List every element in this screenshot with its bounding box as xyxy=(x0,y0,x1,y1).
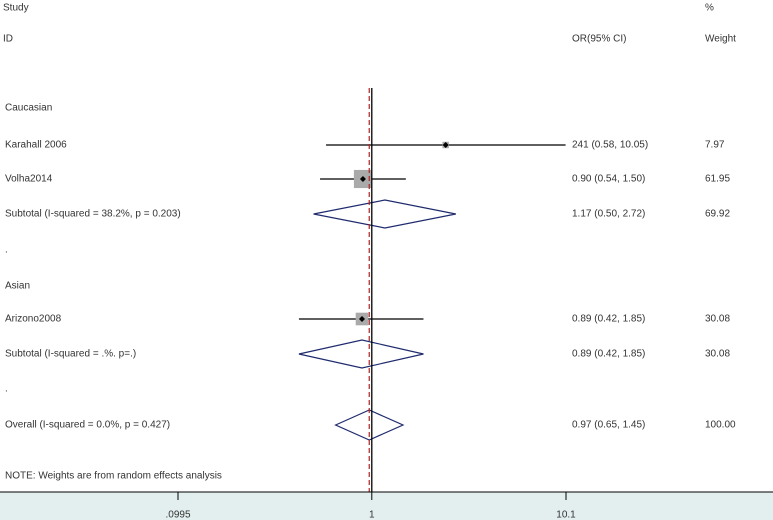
row-label: Asian xyxy=(5,281,30,292)
header-weight: Weight xyxy=(705,34,736,45)
row-label: Subtotal (I-squared = .%. p=.) xyxy=(5,349,136,360)
header-id: ID xyxy=(3,34,13,45)
or-ci: 241 (0.58, 10.05) xyxy=(572,140,648,151)
point xyxy=(359,176,366,182)
row-label: Karahall 2006 xyxy=(5,140,67,151)
point xyxy=(359,316,366,322)
note: NOTE: Weights are from random effects an… xyxy=(5,471,222,482)
or-ci: 0.89 (0.42, 1.85) xyxy=(572,314,645,325)
x-tick-label: 1 xyxy=(369,510,375,520)
or-ci: 1.17 (0.50, 2.72) xyxy=(572,209,645,220)
row-label: . xyxy=(5,384,8,395)
weight: 7.97 xyxy=(705,140,725,151)
point xyxy=(442,142,449,148)
row-label: Overall (I-squared = 0.0%, p = 0.427) xyxy=(5,420,170,431)
diamond xyxy=(313,199,456,229)
header-pct: % xyxy=(705,3,714,14)
row-label: Arizono2008 xyxy=(5,314,62,325)
row-label: Volha2014 xyxy=(5,174,53,185)
header-study: Study xyxy=(3,3,29,14)
header-or: OR(95% CI) xyxy=(572,34,626,45)
diamond xyxy=(334,409,405,441)
weight: 100.00 xyxy=(705,420,736,431)
or-ci: 0.89 (0.42, 1.85) xyxy=(572,349,645,360)
weight: 30.08 xyxy=(705,349,730,360)
x-tick-label: 10.1 xyxy=(556,510,576,520)
weight: 30.08 xyxy=(705,314,730,325)
weight: 69.92 xyxy=(705,209,730,220)
row-label: Subtotal (I-squared = 38.2%, p = 0.203) xyxy=(5,209,181,220)
or-ci: 0.90 (0.54, 1.50) xyxy=(572,174,645,185)
row-label: Caucasian xyxy=(5,103,52,114)
weight: 61.95 xyxy=(705,174,730,185)
row-label: . xyxy=(5,245,8,256)
or-ci: 0.97 (0.65, 1.45) xyxy=(572,420,645,431)
axis-band xyxy=(0,492,773,520)
x-tick-label: .0995 xyxy=(165,510,190,520)
diamond xyxy=(298,339,424,369)
